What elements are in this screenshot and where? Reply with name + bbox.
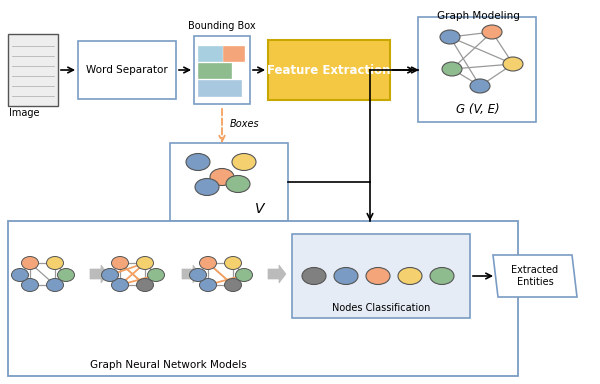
Ellipse shape — [226, 175, 250, 192]
Bar — [170, 143, 288, 221]
Text: Extracted
Entities: Extracted Entities — [511, 265, 559, 287]
Ellipse shape — [482, 25, 502, 39]
Ellipse shape — [47, 278, 64, 291]
Ellipse shape — [366, 268, 390, 285]
Ellipse shape — [112, 278, 128, 291]
Bar — [199, 64, 231, 78]
Ellipse shape — [470, 79, 490, 93]
Bar — [199, 47, 222, 61]
Text: Boxes: Boxes — [230, 119, 260, 129]
Bar — [8, 221, 518, 376]
Polygon shape — [493, 255, 577, 297]
Text: Image: Image — [9, 108, 40, 118]
Ellipse shape — [47, 257, 64, 270]
Ellipse shape — [440, 30, 460, 44]
Text: Graph Modeling: Graph Modeling — [437, 11, 520, 21]
Ellipse shape — [302, 268, 326, 285]
Ellipse shape — [224, 257, 241, 270]
Text: Word Separator: Word Separator — [86, 65, 168, 75]
Ellipse shape — [430, 268, 454, 285]
Ellipse shape — [235, 268, 253, 281]
Bar — [224, 47, 244, 61]
Bar — [78, 41, 176, 99]
Text: Bounding Box: Bounding Box — [188, 21, 256, 31]
Ellipse shape — [58, 268, 74, 281]
Ellipse shape — [199, 278, 217, 291]
Ellipse shape — [232, 154, 256, 170]
Ellipse shape — [11, 268, 29, 281]
Text: Feature Extraction: Feature Extraction — [267, 63, 391, 76]
Bar — [268, 40, 390, 100]
Ellipse shape — [137, 278, 154, 291]
Bar — [199, 81, 241, 96]
Ellipse shape — [137, 257, 154, 270]
Ellipse shape — [101, 268, 119, 281]
Ellipse shape — [22, 257, 38, 270]
Ellipse shape — [210, 169, 234, 185]
Polygon shape — [182, 265, 200, 283]
Ellipse shape — [224, 278, 241, 291]
Bar — [8, 34, 58, 106]
Ellipse shape — [503, 57, 523, 71]
Ellipse shape — [334, 268, 358, 285]
Ellipse shape — [186, 154, 210, 170]
Ellipse shape — [199, 257, 217, 270]
Text: V: V — [255, 202, 265, 216]
Bar — [418, 17, 536, 122]
Text: Nodes Classification: Nodes Classification — [332, 303, 430, 313]
Ellipse shape — [112, 257, 128, 270]
Ellipse shape — [442, 62, 462, 76]
Ellipse shape — [195, 179, 219, 195]
Text: G (V, E): G (V, E) — [456, 103, 500, 116]
Polygon shape — [90, 265, 108, 283]
Text: Graph Neural Network Models: Graph Neural Network Models — [89, 360, 247, 370]
Ellipse shape — [148, 268, 164, 281]
Bar — [194, 36, 250, 104]
Ellipse shape — [190, 268, 206, 281]
Bar — [292, 234, 470, 318]
Ellipse shape — [398, 268, 422, 285]
Ellipse shape — [22, 278, 38, 291]
Polygon shape — [268, 265, 286, 283]
